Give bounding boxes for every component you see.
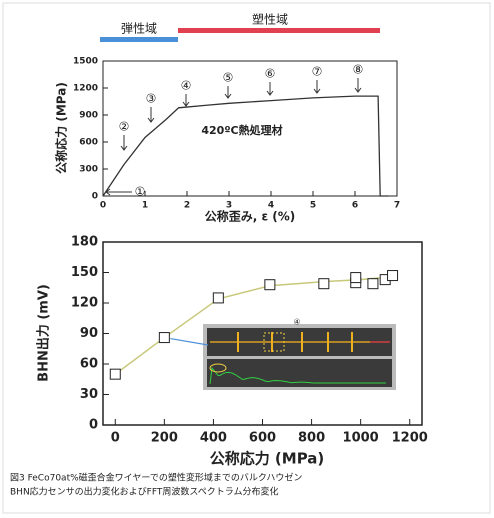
x-tick-label: 200 — [151, 431, 178, 446]
x-axis-label: 公称歪み, ε (%) — [205, 209, 296, 224]
x-tick-label: 1000 — [343, 431, 379, 446]
x-tick-label: 400 — [200, 431, 227, 446]
region-label: 弾性域 — [121, 22, 157, 36]
curve — [103, 96, 389, 196]
y-tick-label: 60 — [80, 357, 98, 372]
y-tick-label: 300 — [79, 165, 98, 175]
y-tick-label: 1500 — [73, 57, 98, 67]
x-tick-label: 2 — [184, 201, 190, 211]
marker — [368, 279, 378, 289]
y-tick-label: 150 — [71, 265, 98, 280]
point-label: ④ — [181, 79, 192, 93]
y-tick-label: 120 — [71, 296, 98, 311]
y-tick-label: 0 — [92, 192, 98, 202]
y-axis-label: BHN出力 (mV) — [36, 284, 52, 382]
point-label: ⑥ — [265, 67, 276, 81]
marker — [351, 273, 361, 283]
annotation: 420ºC熱処理材 — [201, 123, 282, 137]
point-label: ⑤ — [223, 71, 234, 85]
x-tick-label: 1200 — [392, 431, 428, 446]
marker — [319, 279, 329, 289]
point-label: ⑧ — [353, 63, 364, 77]
y-tick-label: 90 — [80, 326, 98, 341]
figure: 図3 FeCo70at%磁歪合金ワイヤーでの塑性変形域までのバルクハウゼン BH… — [0, 0, 494, 518]
inset-arrow — [170, 339, 208, 345]
y-tick-label: 30 — [80, 387, 98, 402]
marker — [110, 369, 120, 379]
y-tick-label: 1200 — [73, 84, 98, 94]
region-label: 塑性域 — [252, 12, 288, 27]
point-label: ② — [119, 120, 130, 134]
marker — [159, 333, 169, 343]
marker — [213, 293, 223, 303]
y-axis-label: 公称応力 (MPa) — [54, 82, 69, 174]
y-tick-label: 180 — [71, 235, 98, 250]
point-label: ⑦ — [312, 65, 323, 79]
y-tick-label: 900 — [79, 111, 98, 121]
y-tick-label: 0 — [89, 418, 98, 433]
caption: BHN応力センサの出力変化およびFFT周波数スペクトラム分布変化 — [10, 486, 278, 498]
x-axis-label: 公称応力 (MPa) — [210, 450, 325, 468]
marker — [388, 271, 398, 281]
inset-label: ④ — [293, 318, 300, 327]
region-bar — [178, 28, 380, 33]
x-tick-label: 7 — [394, 201, 400, 211]
x-tick-label: 1 — [142, 201, 148, 211]
x-tick-label: 5 — [310, 201, 316, 211]
x-tick-label: 6 — [352, 201, 358, 211]
x-tick-label: 0 — [100, 201, 106, 211]
y-tick-label: 600 — [79, 138, 98, 148]
x-tick-label: 0 — [111, 431, 120, 446]
x-tick-label: 600 — [249, 431, 276, 446]
x-tick-label: 800 — [298, 431, 325, 446]
point-label: ③ — [146, 92, 157, 106]
region-bar — [100, 37, 178, 42]
caption: 図3 FeCo70at%磁歪合金ワイヤーでの塑性変形域までのバルクハウゼン — [10, 472, 302, 484]
point-label: ① — [135, 185, 146, 199]
marker — [265, 280, 275, 290]
